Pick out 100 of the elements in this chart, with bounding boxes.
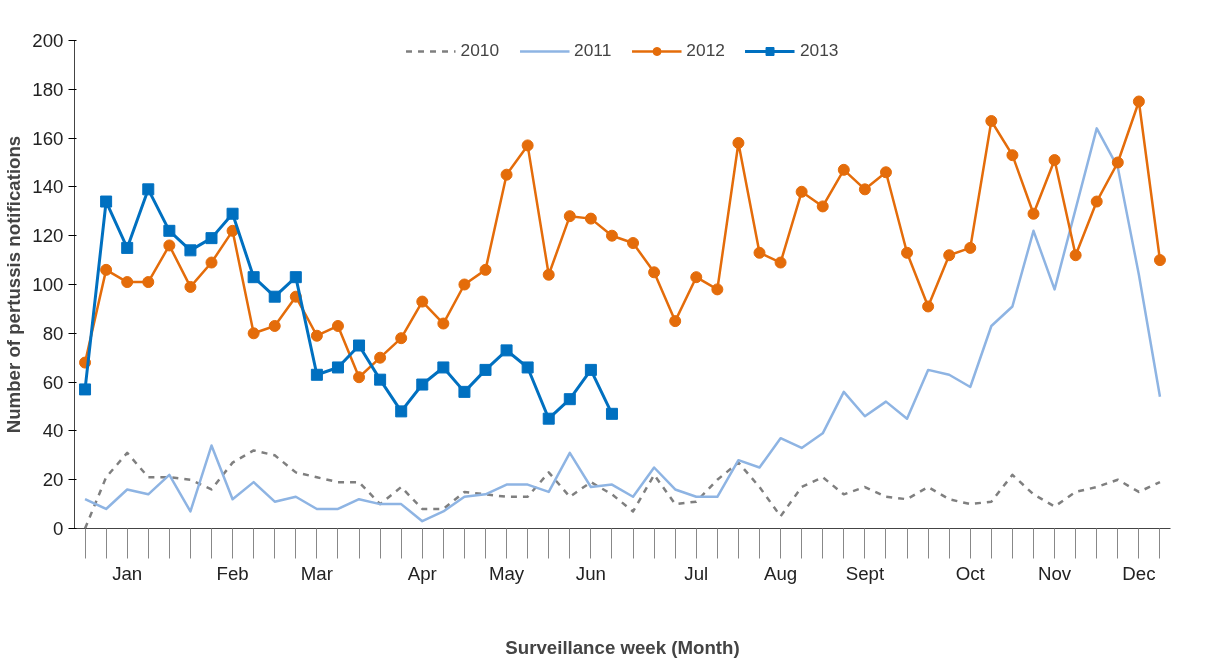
point xyxy=(479,363,492,376)
point xyxy=(690,271,703,284)
point xyxy=(648,266,661,279)
point xyxy=(184,280,197,293)
point xyxy=(331,319,344,332)
point xyxy=(795,185,808,198)
point xyxy=(353,339,366,352)
point xyxy=(1090,195,1103,208)
x-tick-label: Aug xyxy=(763,562,798,584)
x-tick-label: Oct xyxy=(955,562,986,584)
point xyxy=(310,368,323,381)
point xyxy=(142,183,155,196)
point xyxy=(816,200,829,213)
point xyxy=(584,363,597,376)
point xyxy=(100,263,113,276)
point xyxy=(458,278,471,291)
x-tick-label: Nov xyxy=(1037,562,1072,584)
point xyxy=(985,115,998,128)
point xyxy=(353,371,366,384)
point xyxy=(901,246,914,259)
point xyxy=(1111,156,1124,169)
y-tick-label: 120 xyxy=(32,225,64,247)
x-tick-label: Feb xyxy=(216,562,249,584)
point xyxy=(500,168,513,181)
point xyxy=(268,319,281,332)
point xyxy=(732,136,745,149)
point xyxy=(521,361,534,374)
point xyxy=(542,268,555,281)
point xyxy=(205,232,218,245)
point xyxy=(142,276,155,289)
x-tick-label: Jun xyxy=(575,562,606,584)
point xyxy=(605,229,618,242)
legend-label: 2012 xyxy=(686,40,725,61)
point xyxy=(247,327,260,340)
point xyxy=(1153,254,1166,267)
point xyxy=(922,300,935,313)
legend-label: 2010 xyxy=(460,40,500,61)
point xyxy=(395,332,408,345)
point xyxy=(605,407,618,420)
point xyxy=(774,256,787,269)
point xyxy=(184,244,197,257)
point xyxy=(879,166,892,179)
point xyxy=(226,224,239,237)
point xyxy=(79,383,92,396)
legend-label: 2013 xyxy=(799,40,839,61)
point xyxy=(331,361,344,374)
point xyxy=(100,195,113,208)
point xyxy=(121,276,134,289)
x-tick-label: Dec xyxy=(1122,562,1156,584)
point xyxy=(395,405,408,418)
y-tick-label: 40 xyxy=(42,420,64,442)
x-tick-label: Jul xyxy=(684,562,709,584)
y-tick-label: 160 xyxy=(32,127,64,149)
point xyxy=(837,163,850,176)
point xyxy=(310,329,323,342)
point xyxy=(1027,207,1040,220)
point xyxy=(521,139,534,152)
point xyxy=(205,256,218,269)
point xyxy=(374,351,387,364)
y-tick-label: 100 xyxy=(32,274,64,295)
point xyxy=(121,241,134,254)
point xyxy=(669,315,682,328)
y-tick-label: 140 xyxy=(32,176,64,198)
point xyxy=(943,249,956,262)
x-tick-label: Apr xyxy=(407,562,437,584)
point xyxy=(163,224,176,237)
x-tick-label: Jan xyxy=(112,562,143,584)
x-tick-label: Mar xyxy=(300,562,333,584)
point xyxy=(1048,154,1061,167)
point xyxy=(584,212,597,225)
point xyxy=(374,373,387,386)
point xyxy=(1069,249,1082,262)
y-tick-label: 180 xyxy=(32,78,64,100)
point xyxy=(458,385,471,398)
point xyxy=(226,207,239,220)
y-tick-label: 20 xyxy=(42,469,64,491)
y-tick-label: 80 xyxy=(42,322,64,344)
point xyxy=(500,344,513,357)
point xyxy=(289,271,302,284)
point xyxy=(858,183,871,196)
point xyxy=(437,317,450,330)
point xyxy=(247,271,260,284)
point xyxy=(563,210,576,223)
point xyxy=(563,393,576,406)
legend-label: 2011 xyxy=(574,40,612,61)
point xyxy=(1132,95,1145,108)
point xyxy=(416,378,429,391)
point xyxy=(268,290,281,303)
point xyxy=(163,239,176,252)
x-tick-label: Sept xyxy=(845,562,885,584)
point xyxy=(416,295,429,308)
point xyxy=(627,237,640,250)
point xyxy=(1006,149,1019,162)
line-series xyxy=(83,127,1162,523)
y-tick-label: 200 xyxy=(32,30,64,51)
point xyxy=(753,246,766,259)
x-tick-label: May xyxy=(488,562,525,584)
point xyxy=(711,283,724,296)
y-tick-label: 60 xyxy=(42,371,64,393)
y-axis-title: Number of pertussis notifications xyxy=(3,135,25,434)
